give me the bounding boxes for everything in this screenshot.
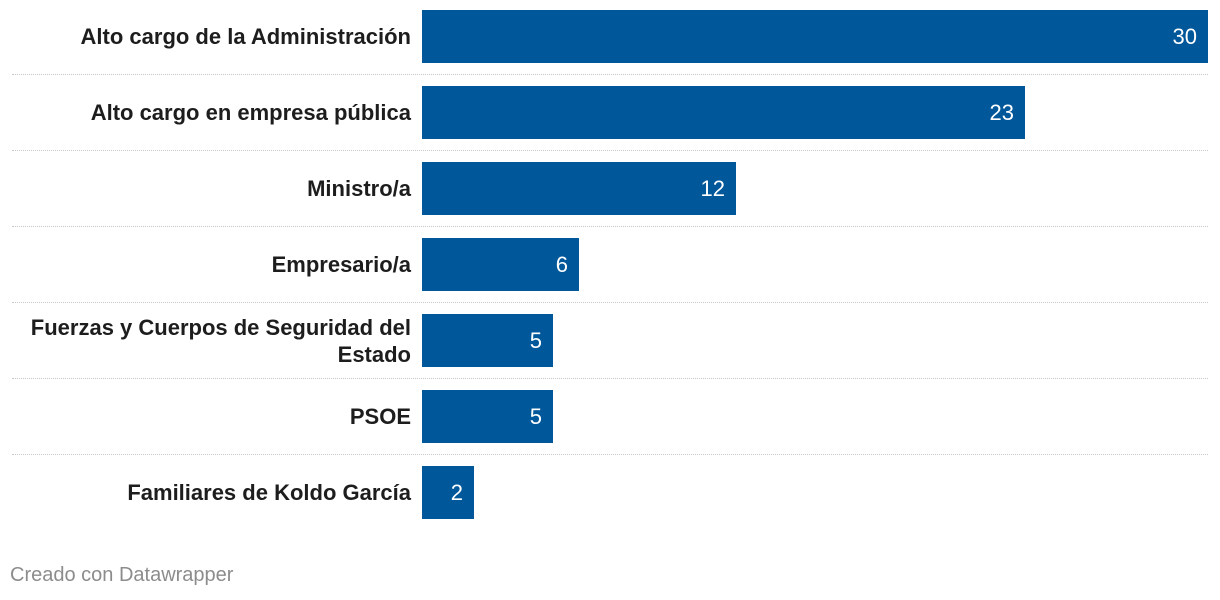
data-label: 6 (555, 252, 568, 277)
bar (422, 466, 474, 519)
category-label: Empresario/a (271, 252, 411, 277)
category-label: Ministro/a (307, 176, 411, 201)
data-label: 23 (989, 100, 1014, 125)
data-label: 5 (529, 328, 542, 353)
category-label: PSOE (349, 404, 411, 429)
data-label: 30 (1172, 24, 1197, 49)
data-label: 12 (700, 176, 725, 201)
bar (422, 162, 736, 215)
category-label: Alto cargo en empresa pública (90, 100, 411, 125)
row-separator (12, 378, 1208, 379)
row-separator (12, 302, 1208, 303)
bar (422, 314, 553, 367)
bar (422, 390, 553, 443)
credit-text: Creado con Datawrapper (10, 564, 234, 586)
bar (422, 238, 579, 291)
category-label: Fuerzas y Cuerpos de Seguridad del Estad… (30, 314, 411, 367)
bar (422, 10, 1208, 63)
row-separator (12, 454, 1208, 455)
category-label: Alto cargo de la Administración (80, 24, 411, 49)
row-separator (12, 150, 1208, 151)
row-separator (12, 226, 1208, 227)
data-label: 5 (529, 404, 542, 429)
bar-chart: Alto cargo de la Administración 30 Alto ca… (12, 10, 1208, 519)
data-label: 2 (450, 480, 463, 505)
bar (422, 86, 1025, 139)
row-separator (12, 74, 1208, 75)
category-label: Familiares de Koldo García (127, 480, 411, 505)
